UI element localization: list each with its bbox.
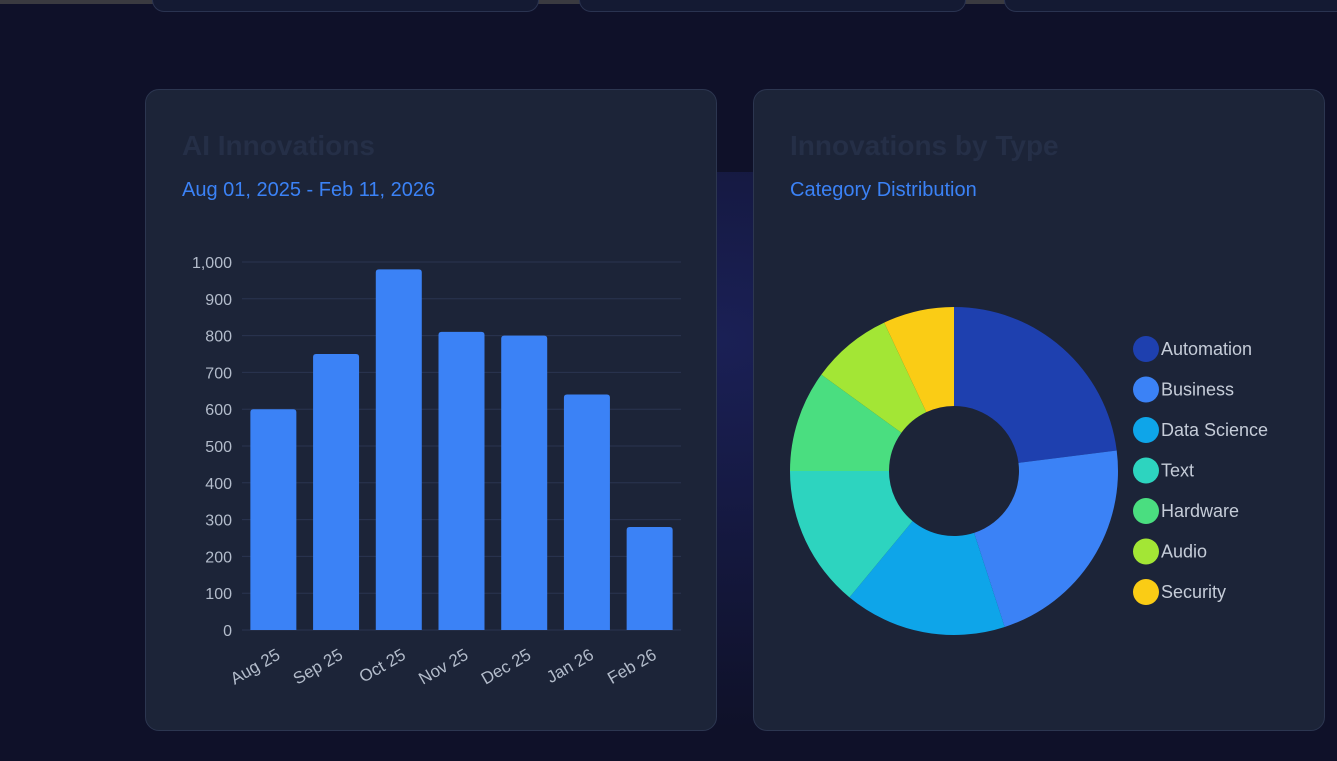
y-tick-label: 600	[205, 402, 232, 419]
top-card-3	[1004, 0, 1337, 12]
top-card-1	[152, 0, 539, 12]
x-tick-label: Sep 25	[290, 645, 346, 688]
pie-card-subtitle: Category Distribution	[790, 179, 977, 201]
legend-swatch	[1133, 579, 1159, 605]
y-tick-label: 100	[205, 586, 232, 603]
pie-chart-card: Innovations by Type Category Distributio…	[753, 89, 1325, 731]
y-tick-label: 700	[205, 365, 232, 382]
y-tick-label: 300	[205, 513, 232, 530]
y-tick-label: 500	[205, 439, 232, 456]
bar[interactable]	[250, 409, 297, 630]
top-card-2	[579, 0, 966, 12]
donut-slice[interactable]	[974, 450, 1118, 627]
bar[interactable]	[501, 335, 548, 630]
bar-card-title: AI Innovations	[182, 130, 375, 161]
bar-card-subtitle: Aug 01, 2025 - Feb 11, 2026	[182, 179, 436, 201]
bar-chart: 0 100 200 300 400 500 600 700 800 900 1,000 Aug 25 S…	[192, 255, 681, 688]
legend-swatch	[1133, 498, 1159, 524]
legend-swatch	[1133, 457, 1159, 484]
donut-slice[interactable]	[849, 521, 1005, 635]
donut-slice[interactable]	[790, 374, 902, 471]
x-tick-label: Oct 25	[356, 645, 409, 687]
donut-slice[interactable]	[790, 471, 913, 598]
y-tick-label: 900	[205, 292, 232, 309]
legend-label[interactable]: Data Science	[1161, 420, 1268, 440]
y-tick-label: 1,000	[192, 255, 232, 272]
x-tick-label: Aug 25	[227, 645, 283, 688]
x-tick-label: Feb 26	[604, 645, 659, 688]
donut-chart: Automation Business Data Science Text Hardwa…	[790, 307, 1268, 635]
bar-chart-card: AI Innovations Aug 01, 2025 - Feb 11, 20…	[145, 89, 717, 731]
legend-label[interactable]: Audio	[1161, 542, 1207, 562]
x-tick-label: Dec 25	[478, 645, 534, 688]
x-tick-label: Nov 25	[415, 645, 471, 688]
legend-label[interactable]: Automation	[1161, 339, 1252, 359]
legend-label[interactable]: Hardware	[1161, 501, 1239, 521]
bar[interactable]	[563, 394, 610, 630]
legend-label[interactable]: Business	[1161, 380, 1234, 400]
bar[interactable]	[375, 269, 422, 630]
pie-card-title: Innovations by Type	[790, 130, 1059, 161]
donut-slice[interactable]	[954, 307, 1117, 463]
bar[interactable]	[313, 354, 360, 630]
donut-slice[interactable]	[884, 307, 954, 413]
legend-label[interactable]: Text	[1161, 461, 1194, 481]
y-tick-label: 400	[205, 476, 232, 493]
legend-swatch	[1133, 336, 1159, 362]
x-tick-label: Jan 26	[543, 645, 597, 687]
legend-swatch	[1133, 417, 1159, 443]
legend-swatch	[1133, 376, 1159, 403]
donut-slice[interactable]	[821, 322, 927, 433]
y-tick-label: 200	[205, 549, 232, 566]
y-tick-label: 800	[205, 329, 232, 346]
legend-swatch	[1133, 538, 1159, 565]
y-tick-label: 0	[223, 623, 232, 640]
bar[interactable]	[438, 331, 485, 630]
legend-label[interactable]: Security	[1161, 582, 1226, 602]
bar[interactable]	[626, 526, 673, 630]
